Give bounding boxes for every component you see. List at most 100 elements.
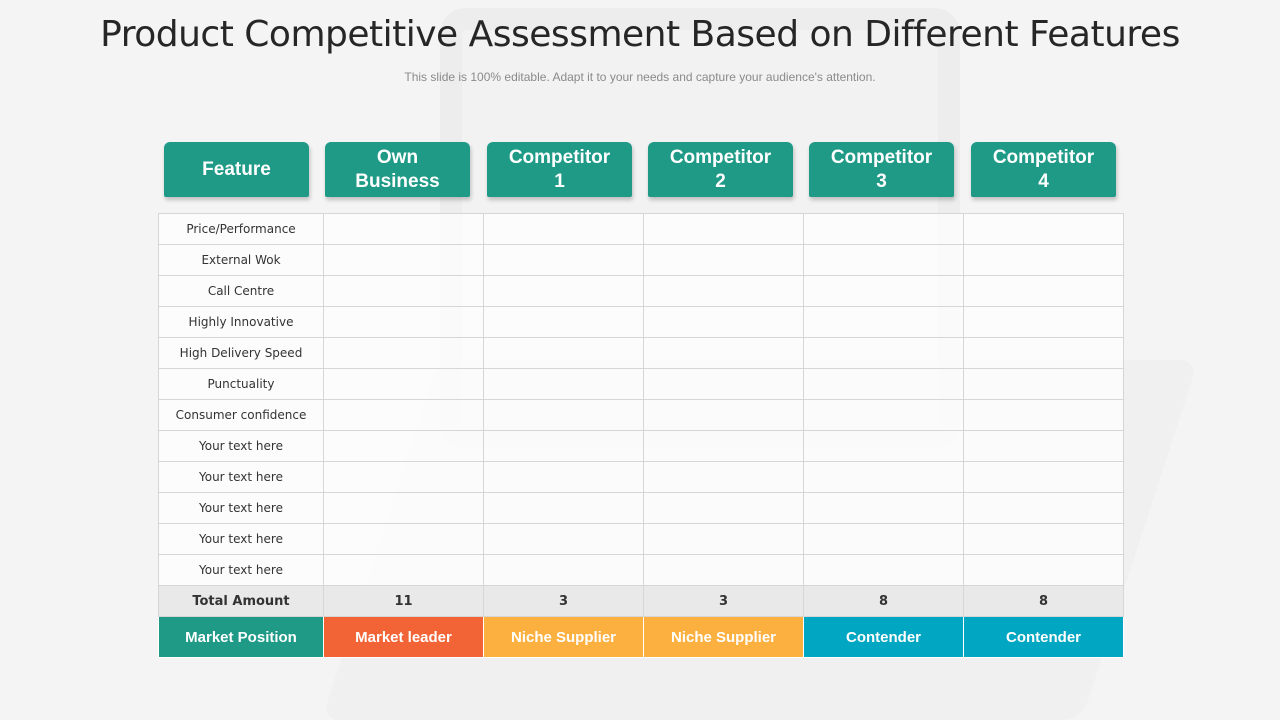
position-competitor-3: Contender bbox=[803, 616, 964, 658]
feature-label: Call Centre bbox=[158, 275, 324, 307]
total-competitor-3: 8 bbox=[803, 585, 964, 617]
feature-row: Your text here bbox=[158, 523, 1124, 555]
feature-cell bbox=[643, 368, 804, 400]
feature-cell bbox=[963, 554, 1124, 586]
slide-subtitle: This slide is 100% editable. Adapt it to… bbox=[404, 70, 876, 84]
feature-cell bbox=[323, 244, 484, 276]
feature-cell bbox=[643, 461, 804, 493]
feature-cell bbox=[323, 337, 484, 369]
feature-cell bbox=[483, 430, 644, 462]
feature-cell bbox=[323, 368, 484, 400]
feature-cell bbox=[483, 244, 644, 276]
feature-cell bbox=[483, 306, 644, 338]
feature-cell bbox=[643, 337, 804, 369]
header-feature: Feature bbox=[164, 142, 309, 197]
feature-cell bbox=[803, 399, 964, 431]
feature-row: Call Centre bbox=[158, 275, 1124, 307]
feature-cell bbox=[963, 368, 1124, 400]
feature-cell bbox=[643, 244, 804, 276]
feature-cell bbox=[643, 306, 804, 338]
feature-cell bbox=[803, 213, 964, 245]
feature-cell bbox=[323, 461, 484, 493]
feature-label: Your text here bbox=[158, 492, 324, 524]
feature-row: High Delivery Speed bbox=[158, 337, 1124, 369]
feature-cell bbox=[963, 306, 1124, 338]
position-own-business: Market leader bbox=[323, 616, 484, 658]
feature-row: Your text here bbox=[158, 492, 1124, 524]
feature-cell bbox=[963, 275, 1124, 307]
feature-cell bbox=[643, 430, 804, 462]
feature-cell bbox=[963, 492, 1124, 524]
feature-cell bbox=[483, 368, 644, 400]
total-own-business: 11 bbox=[323, 585, 484, 617]
feature-cell bbox=[963, 244, 1124, 276]
feature-label: Your text here bbox=[158, 461, 324, 493]
feature-cell bbox=[803, 337, 964, 369]
feature-row: Your text here bbox=[158, 461, 1124, 493]
total-competitor-2: 3 bbox=[643, 585, 804, 617]
assessment-table: Price/Performance External Wok Call Centre… bbox=[158, 213, 1124, 658]
feature-label: Consumer confidence bbox=[158, 399, 324, 431]
feature-cell bbox=[483, 461, 644, 493]
header-competitor-2: Competitor 2 bbox=[648, 142, 793, 197]
feature-cell bbox=[803, 306, 964, 338]
market-position-label: Market Position bbox=[158, 616, 324, 658]
feature-cell bbox=[643, 213, 804, 245]
feature-row: Your text here bbox=[158, 430, 1124, 462]
feature-row: Highly Innovative bbox=[158, 306, 1124, 338]
header-competitor-3: Competitor 3 bbox=[809, 142, 954, 197]
feature-row: External Wok bbox=[158, 244, 1124, 276]
feature-cell bbox=[963, 461, 1124, 493]
slide-title: Product Competitive Assessment Based on … bbox=[100, 14, 1180, 55]
feature-cell bbox=[963, 523, 1124, 555]
feature-cell bbox=[483, 523, 644, 555]
feature-cell bbox=[963, 337, 1124, 369]
feature-cell bbox=[323, 275, 484, 307]
feature-cell bbox=[803, 492, 964, 524]
feature-cell bbox=[803, 244, 964, 276]
position-competitor-4: Contender bbox=[963, 616, 1124, 658]
feature-cell bbox=[643, 275, 804, 307]
header-competitor-1: Competitor 1 bbox=[487, 142, 632, 197]
feature-label: Punctuality bbox=[158, 368, 324, 400]
feature-cell bbox=[643, 523, 804, 555]
feature-label: Price/Performance bbox=[158, 213, 324, 245]
header-own-business: Own Business bbox=[325, 142, 470, 197]
column-headers: Feature Own Business Competitor 1 Competit… bbox=[158, 142, 1124, 198]
feature-row: Price/Performance bbox=[158, 213, 1124, 245]
feature-cell bbox=[643, 492, 804, 524]
feature-cell bbox=[803, 461, 964, 493]
feature-label: Your text here bbox=[158, 554, 324, 586]
feature-cell bbox=[323, 430, 484, 462]
position-competitor-2: Niche Supplier bbox=[643, 616, 804, 658]
feature-cell bbox=[643, 399, 804, 431]
feature-cell bbox=[803, 368, 964, 400]
feature-row: Your text here bbox=[158, 554, 1124, 586]
position-competitor-1: Niche Supplier bbox=[483, 616, 644, 658]
feature-cell bbox=[323, 213, 484, 245]
feature-cell bbox=[483, 275, 644, 307]
feature-cell bbox=[323, 492, 484, 524]
feature-label: Highly Innovative bbox=[158, 306, 324, 338]
feature-label: Your text here bbox=[158, 430, 324, 462]
total-amount-label: Total Amount bbox=[158, 585, 324, 617]
header-competitor-4: Competitor 4 bbox=[971, 142, 1116, 197]
feature-cell bbox=[963, 399, 1124, 431]
feature-cell bbox=[323, 554, 484, 586]
feature-cell bbox=[483, 554, 644, 586]
feature-cell bbox=[323, 523, 484, 555]
feature-label: High Delivery Speed bbox=[158, 337, 324, 369]
feature-cell bbox=[803, 275, 964, 307]
feature-cell bbox=[483, 337, 644, 369]
total-competitor-4: 8 bbox=[963, 585, 1124, 617]
feature-cell bbox=[803, 523, 964, 555]
feature-cell bbox=[963, 430, 1124, 462]
feature-label: Your text here bbox=[158, 523, 324, 555]
feature-cell bbox=[323, 399, 484, 431]
feature-cell bbox=[803, 554, 964, 586]
feature-row: Consumer confidence bbox=[158, 399, 1124, 431]
feature-cell bbox=[323, 306, 484, 338]
feature-cell bbox=[963, 213, 1124, 245]
feature-cell bbox=[803, 430, 964, 462]
feature-row: Punctuality bbox=[158, 368, 1124, 400]
